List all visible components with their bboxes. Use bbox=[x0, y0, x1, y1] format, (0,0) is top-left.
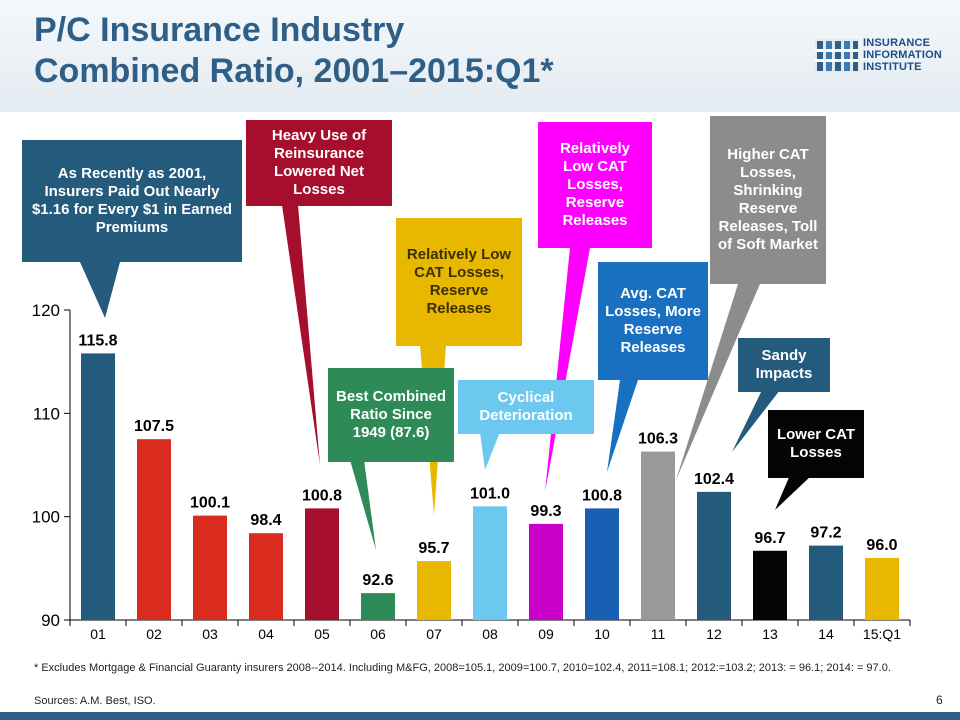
bar bbox=[697, 491, 731, 620]
callout-pointer bbox=[676, 284, 760, 480]
callout-2006: Best Combined Ratio Since 1949 (87.6) bbox=[328, 368, 454, 462]
iii-logo-icon bbox=[815, 39, 859, 73]
bar bbox=[473, 506, 507, 620]
x-tick-label: 02 bbox=[146, 626, 162, 642]
title-line-1: P/C Insurance Industry bbox=[34, 11, 405, 49]
logo-line-1: INSURANCE bbox=[863, 37, 931, 49]
callout-pointer bbox=[282, 205, 320, 465]
x-tick-label: 11 bbox=[651, 626, 666, 642]
slide-title: P/C Insurance Industry Combined Ratio, 2… bbox=[34, 10, 754, 92]
callout-pointer bbox=[545, 248, 590, 492]
callout-2008: Cyclical Deterioration bbox=[458, 380, 594, 434]
bar bbox=[585, 508, 619, 620]
callout-pointer bbox=[607, 380, 638, 472]
data-label: 106.3 bbox=[638, 431, 678, 448]
callout-2010: Avg. CAT Losses, More Reserve Releases bbox=[598, 262, 708, 380]
bar bbox=[529, 523, 563, 620]
x-tick-label: 09 bbox=[538, 626, 554, 642]
callout-2005: Heavy Use of Reinsurance Lowered Net Los… bbox=[246, 120, 392, 206]
bar bbox=[305, 508, 339, 620]
bar bbox=[361, 593, 395, 620]
data-label: 96.7 bbox=[754, 530, 785, 547]
bar bbox=[249, 533, 283, 620]
y-tick-label: 120 bbox=[32, 301, 60, 320]
callout-2007: Relatively Low CAT Losses, Reserve Relea… bbox=[396, 218, 522, 346]
y-tick-label: 110 bbox=[33, 404, 60, 423]
y-tick-label: 90 bbox=[41, 611, 60, 630]
data-label: 101.0 bbox=[470, 485, 510, 502]
x-tick-label: 08 bbox=[482, 626, 498, 642]
logo-text: INSURANCE INFORMATION INSTITUTE bbox=[863, 37, 942, 73]
title-line-2: Combined Ratio, 2001–2015:Q1* bbox=[34, 52, 554, 90]
bar bbox=[81, 353, 115, 620]
x-tick-label: 14 bbox=[818, 626, 834, 642]
data-label: 100.8 bbox=[582, 487, 622, 504]
data-label: 96.0 bbox=[866, 537, 897, 554]
bar bbox=[137, 439, 171, 620]
y-tick-label: 100 bbox=[32, 508, 60, 527]
callout-2009: Relatively Low CAT Losses, Reserve Relea… bbox=[538, 122, 652, 248]
bar bbox=[753, 550, 787, 620]
bar bbox=[417, 561, 451, 620]
callout-2013: Lower CAT Losses bbox=[768, 410, 864, 478]
logo-line-3: INSTITUTE bbox=[863, 61, 922, 73]
bar bbox=[193, 515, 227, 620]
data-label: 92.6 bbox=[362, 572, 393, 589]
data-label: 100.8 bbox=[302, 487, 342, 504]
x-tick-label: 15:Q1 bbox=[863, 626, 901, 642]
header-band bbox=[0, 0, 960, 112]
data-label: 100.1 bbox=[190, 495, 230, 512]
x-tick-label: 05 bbox=[314, 626, 330, 642]
iii-logo: INSURANCE INFORMATION INSTITUTE bbox=[815, 37, 955, 77]
data-label: 97.2 bbox=[810, 525, 841, 542]
data-label: 102.4 bbox=[694, 471, 734, 488]
data-label: 98.4 bbox=[250, 512, 281, 529]
callout-pointer bbox=[480, 432, 500, 470]
data-label: 115.8 bbox=[78, 332, 117, 349]
sources: Sources: A.M. Best, ISO. bbox=[34, 695, 156, 707]
bottom-bar bbox=[0, 712, 960, 720]
x-tick-label: 12 bbox=[706, 626, 722, 642]
bar bbox=[641, 451, 675, 620]
data-label: 95.7 bbox=[418, 540, 449, 557]
page-number: 6 bbox=[936, 693, 943, 707]
x-tick-label: 03 bbox=[202, 626, 218, 642]
callout-pointer bbox=[732, 390, 780, 452]
logo-line-2: INFORMATION bbox=[863, 49, 942, 61]
footnote: * Excludes Mortgage & Financial Guaranty… bbox=[34, 662, 891, 674]
callout-2012: Sandy Impacts bbox=[738, 338, 830, 392]
data-label: 107.5 bbox=[134, 418, 174, 435]
x-tick-label: 10 bbox=[594, 626, 610, 642]
x-tick-label: 04 bbox=[258, 626, 274, 642]
x-tick-label: 01 bbox=[90, 626, 106, 642]
bar bbox=[865, 558, 899, 620]
x-tick-label: 06 bbox=[370, 626, 386, 642]
x-tick-label: 07 bbox=[426, 626, 442, 642]
bar bbox=[809, 545, 843, 620]
callout-pointer bbox=[80, 262, 120, 318]
x-tick-label: 13 bbox=[762, 626, 778, 642]
callout-2001: As Recently as 2001, Insurers Paid Out N… bbox=[22, 140, 242, 262]
callout-pointer bbox=[350, 460, 376, 550]
data-label: 99.3 bbox=[530, 503, 561, 520]
callout-pointer bbox=[775, 475, 812, 510]
callout-2011: Higher CAT Losses, Shrinking Reserve Rel… bbox=[710, 116, 826, 284]
